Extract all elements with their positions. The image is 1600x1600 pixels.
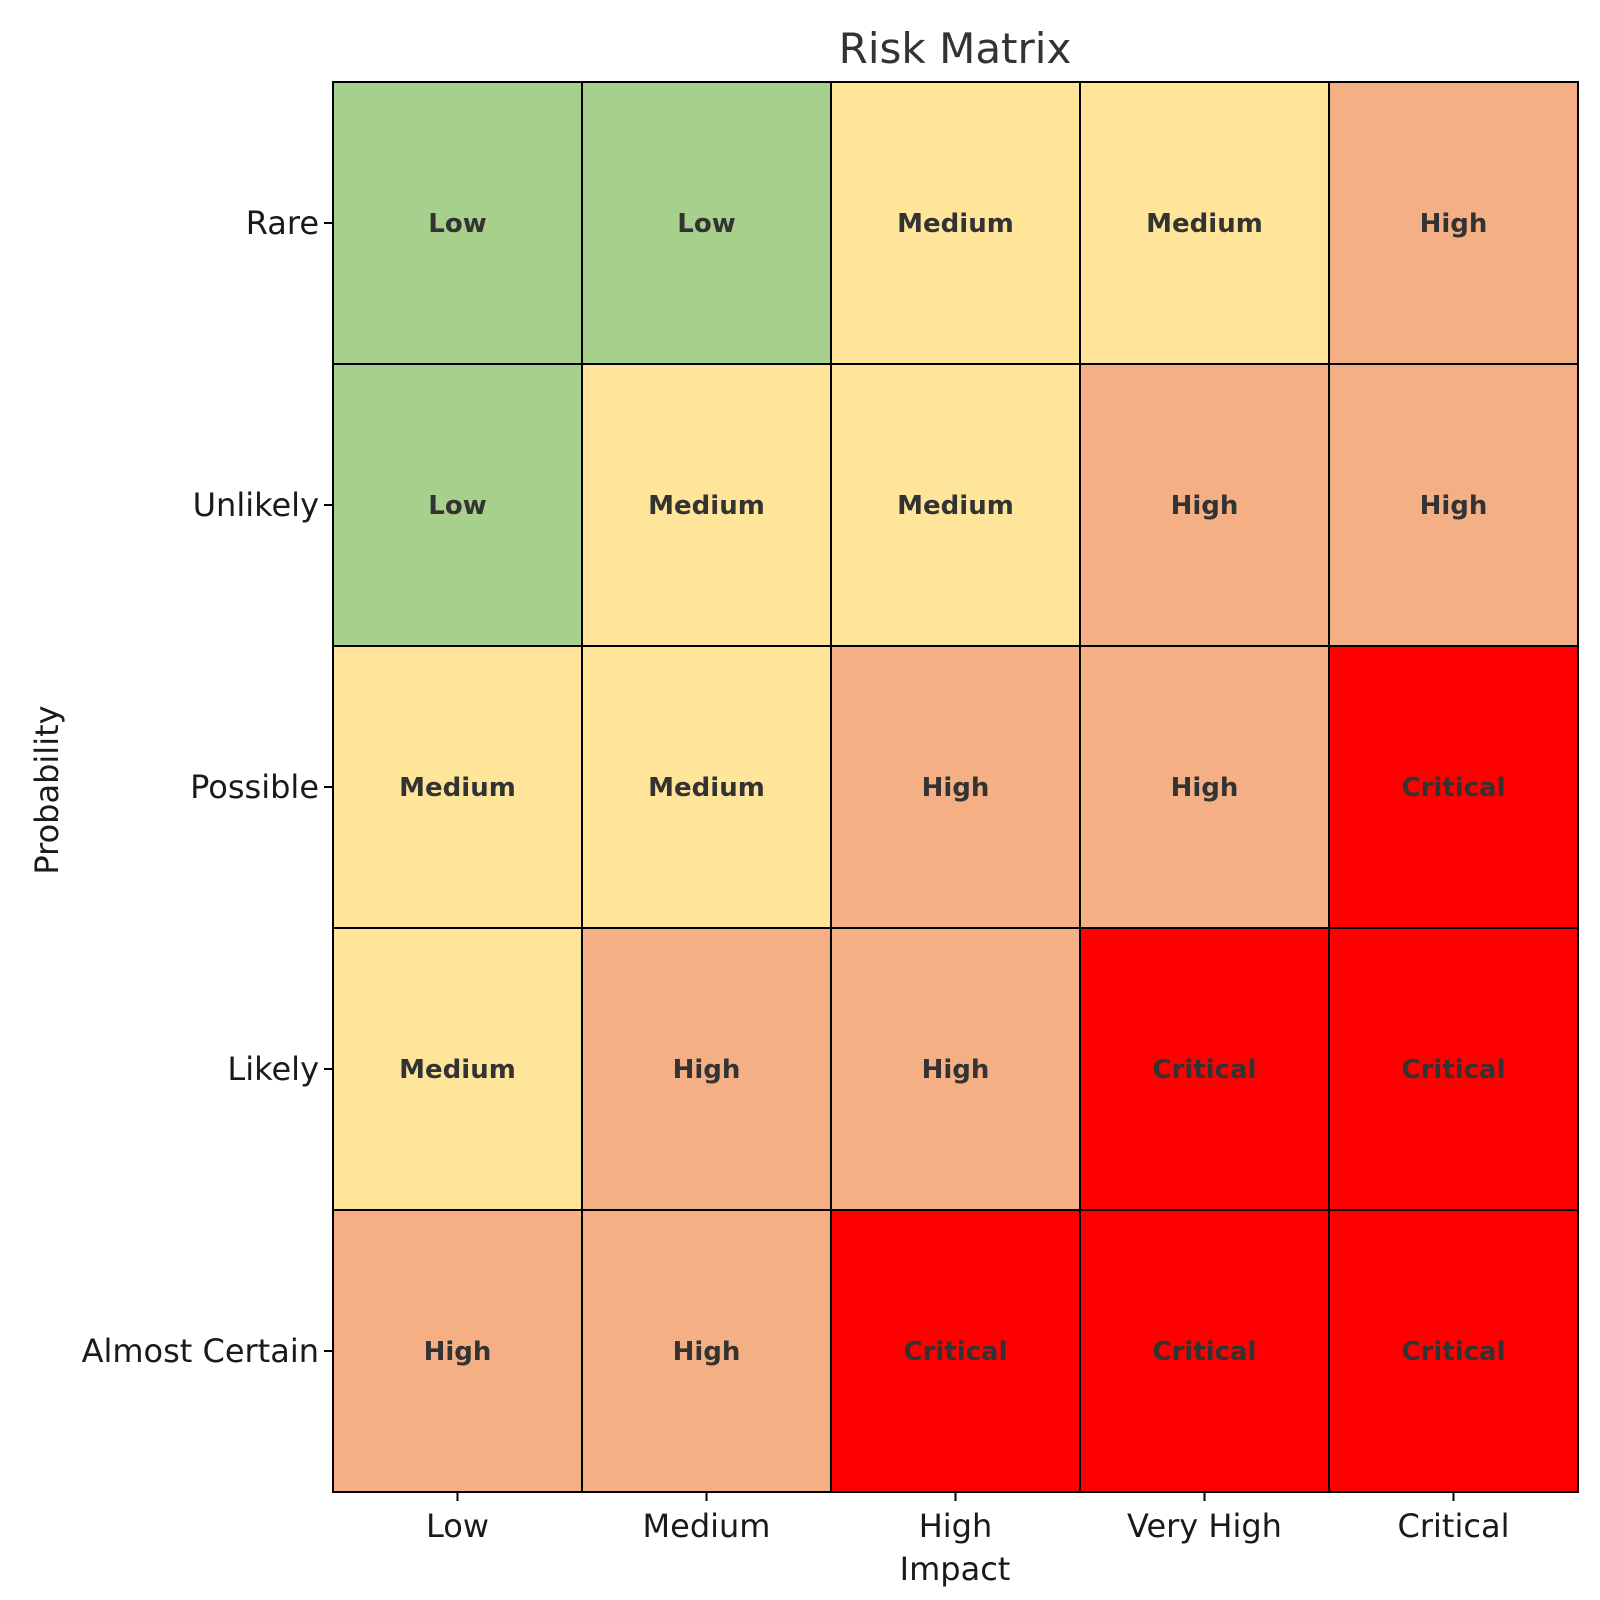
x-tick-label: Very High	[1127, 1507, 1282, 1545]
y-tick-label: Rare	[246, 204, 319, 242]
heatmap-cell	[332, 81, 583, 365]
heatmap-cell	[1328, 927, 1579, 1211]
cell-label: High	[1420, 491, 1488, 521]
heatmap-cell	[1328, 363, 1579, 647]
heatmap-cell	[581, 1209, 832, 1493]
heatmap-cell	[581, 645, 832, 929]
cell-label: Medium	[648, 491, 765, 521]
heatmap-cell	[830, 927, 1081, 1211]
cell-label: Critical	[1152, 1055, 1256, 1085]
y-tick-label: Almost Certain	[82, 1332, 319, 1370]
cell-label: Critical	[1152, 1337, 1256, 1367]
x-tick-label: Low	[426, 1507, 489, 1545]
cell-label: High	[1420, 209, 1488, 239]
x-tick-label: Medium	[643, 1507, 771, 1545]
heatmap-cell	[830, 645, 1081, 929]
cell-label: Medium	[399, 1055, 516, 1085]
cell-label: High	[673, 1055, 741, 1085]
cell-label: Medium	[897, 209, 1014, 239]
y-tick-label: Possible	[190, 768, 319, 806]
heatmap-cell	[830, 363, 1081, 647]
heatmap-cell	[830, 1209, 1081, 1493]
x-tick-label: Critical	[1398, 1507, 1510, 1545]
cell-label: High	[673, 1337, 741, 1367]
cell-label: Low	[677, 209, 735, 239]
heatmap-cell	[332, 1209, 583, 1493]
heatmap-cell	[581, 927, 832, 1211]
x-tick-label: High	[919, 1507, 993, 1545]
cell-label: Critical	[1401, 1337, 1505, 1367]
cell-label: High	[922, 1055, 990, 1085]
heatmap-cell	[1079, 927, 1330, 1211]
heatmap-cell	[1328, 81, 1579, 365]
cell-label: High	[1171, 773, 1239, 803]
heatmap-cell	[1328, 645, 1579, 929]
y-tick-label: Likely	[227, 1050, 319, 1088]
cell-label: Medium	[648, 773, 765, 803]
y-axis-label: Probability	[28, 705, 66, 874]
heatmap-cell	[1328, 1209, 1579, 1493]
cell-label: High	[922, 773, 990, 803]
cell-label: Medium	[1146, 209, 1263, 239]
heatmap-cell	[581, 81, 832, 365]
axes: Low Medium High Very High Critical Rare Unlike…	[82, 82, 1578, 1545]
y-tick-label: Unlikely	[193, 486, 319, 524]
heatmap-cell	[1079, 81, 1330, 365]
cell-label: Low	[428, 209, 486, 239]
x-axis-label: Impact	[900, 1550, 1011, 1588]
cell-label: Low	[428, 491, 486, 521]
chart-title: Risk Matrix	[839, 24, 1072, 73]
cell-label: Critical	[1401, 773, 1505, 803]
cell-label: Critical	[903, 1337, 1007, 1367]
heatmap-cell	[1079, 645, 1330, 929]
cell-label: Critical	[1401, 1055, 1505, 1085]
heatmap-cell	[830, 81, 1081, 365]
heatmap-cells: Low Low Medium Medium High Low Medium Medium Hig…	[332, 81, 1579, 1493]
heatmap-cell	[332, 363, 583, 647]
cell-label: High	[1171, 491, 1239, 521]
cell-label: Medium	[897, 491, 1014, 521]
cell-label: Medium	[399, 773, 516, 803]
cell-label: High	[424, 1337, 492, 1367]
